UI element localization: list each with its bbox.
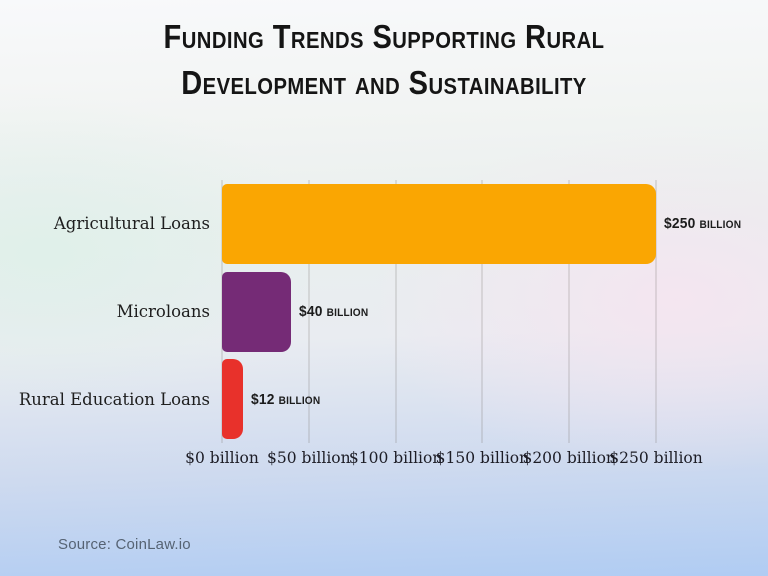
category-labels: Agricultural Loans Microloans Rural Educat… xyxy=(0,180,210,443)
x-axis: $0 billion $50 billion $100 billion $150 bi… xyxy=(185,449,703,469)
chart-title-line-2: Development and Sustainability xyxy=(181,63,587,101)
source-credit: Source: CoinLaw.io xyxy=(58,536,191,553)
bar-rural-education-loans xyxy=(222,359,243,440)
gridline xyxy=(308,180,310,443)
bar-microloans xyxy=(222,271,292,352)
plot-area: $250 billion $40 billion $12 billion xyxy=(221,180,741,443)
x-tick-label: $150 billion xyxy=(435,449,530,467)
bar-row: $12 billion xyxy=(222,355,656,443)
bars: $250 billion $40 billion $12 billion xyxy=(222,180,741,443)
bar-row: $250 billion xyxy=(222,180,741,268)
x-tick-label: $200 billion xyxy=(522,449,616,467)
category-label: Agricultural Loans xyxy=(53,214,210,234)
bar-agricultural-loans xyxy=(222,183,656,264)
bar-value-label: $40 billion xyxy=(299,303,369,320)
bar-value-label: $250 billion xyxy=(664,215,742,233)
gridline xyxy=(568,180,570,443)
gridline xyxy=(395,180,397,443)
x-tick-label: $50 billion xyxy=(267,449,351,467)
chart-title: Funding Trends Supporting Rural Developm… xyxy=(0,14,768,105)
chart-title-line-1: Funding Trends Supporting Rural xyxy=(163,18,605,55)
bar-value-label: $12 billion xyxy=(250,390,321,408)
gridline xyxy=(481,180,483,443)
category-label: Rural Education Loans xyxy=(18,389,210,409)
bar-row: $40 billion xyxy=(222,268,656,356)
x-tick-label: $0 billion xyxy=(185,449,259,467)
x-tick-label: $250 billion xyxy=(609,449,703,467)
gridline xyxy=(655,180,657,443)
category-label: Microloans xyxy=(116,302,210,321)
x-tick-label: $100 billion xyxy=(348,449,443,467)
